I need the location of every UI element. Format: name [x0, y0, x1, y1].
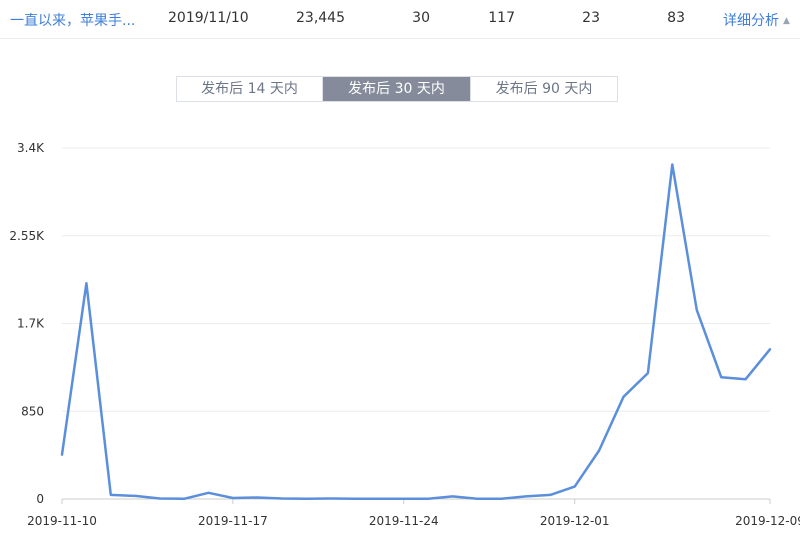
metric-3: 117 — [488, 10, 515, 26]
x-tick-label: 2019-12-01 — [540, 514, 610, 528]
metric-4: 23 — [582, 10, 600, 26]
y-tick-label: 850 — [21, 404, 44, 418]
x-tick-label: 2019-12-09 — [735, 514, 800, 528]
article-title-link[interactable]: 一直以来，苹果手... — [10, 13, 136, 29]
data-point — [304, 497, 308, 501]
x-tick-label: 2019-11-10 — [27, 514, 97, 528]
y-tick-label: 3.4K — [17, 141, 45, 155]
detail-analysis-label: 详细分析 — [723, 13, 779, 29]
data-point — [377, 497, 381, 501]
tab-14-days[interactable]: 发布后 14 天内 — [177, 77, 322, 101]
series-line — [60, 163, 772, 501]
data-point — [206, 491, 210, 495]
data-point — [84, 281, 88, 285]
tab-30-days[interactable]: 发布后 30 天内 — [322, 77, 470, 101]
publish-date: 2019/11/10 — [168, 10, 249, 26]
data-point — [231, 496, 235, 500]
caret-up-icon: ▲ — [783, 16, 790, 26]
data-point — [524, 494, 528, 498]
data-point — [402, 497, 406, 501]
data-point — [573, 485, 577, 489]
x-tick-label: 2019-11-24 — [369, 514, 439, 528]
data-point — [329, 496, 333, 500]
data-point — [353, 497, 357, 501]
data-point — [670, 163, 674, 167]
data-point — [499, 497, 503, 501]
data-point — [744, 377, 748, 381]
data-point — [280, 496, 284, 500]
data-point — [695, 308, 699, 312]
data-point — [109, 493, 113, 497]
y-tick-label: 0 — [36, 492, 44, 506]
data-point — [475, 497, 479, 501]
period-tabs: 发布后 14 天内 发布后 30 天内 发布后 90 天内 — [176, 76, 618, 102]
data-point — [255, 495, 259, 499]
data-point — [597, 448, 601, 452]
tab-90-days[interactable]: 发布后 90 天内 — [470, 77, 617, 101]
y-tick-label: 2.55K — [9, 229, 45, 243]
reads-line-chart: 0 850 1.7K 2.55K 3.4K 2019-11-10 2019-11-17 201… — [9, 141, 800, 528]
data-point — [60, 453, 64, 457]
data-point — [646, 371, 650, 375]
metric-2: 30 — [412, 10, 430, 26]
metric-reads: 23,445 — [296, 10, 345, 26]
data-point — [622, 395, 626, 399]
data-point — [133, 494, 137, 498]
data-point — [426, 497, 430, 501]
data-point — [768, 347, 772, 351]
detail-analysis-link[interactable]: 详细分析 ▲ — [723, 10, 790, 30]
data-point — [548, 493, 552, 497]
x-tick-label: 2019-11-17 — [198, 514, 268, 528]
data-point — [719, 375, 723, 379]
metric-5: 83 — [667, 10, 685, 26]
data-point — [451, 494, 455, 498]
y-tick-label: 1.7K — [17, 317, 45, 331]
data-point — [158, 496, 162, 500]
data-point — [182, 497, 186, 501]
table-row: 一直以来，苹果手... 2019/11/10 23,445 30 117 23 … — [0, 0, 800, 39]
